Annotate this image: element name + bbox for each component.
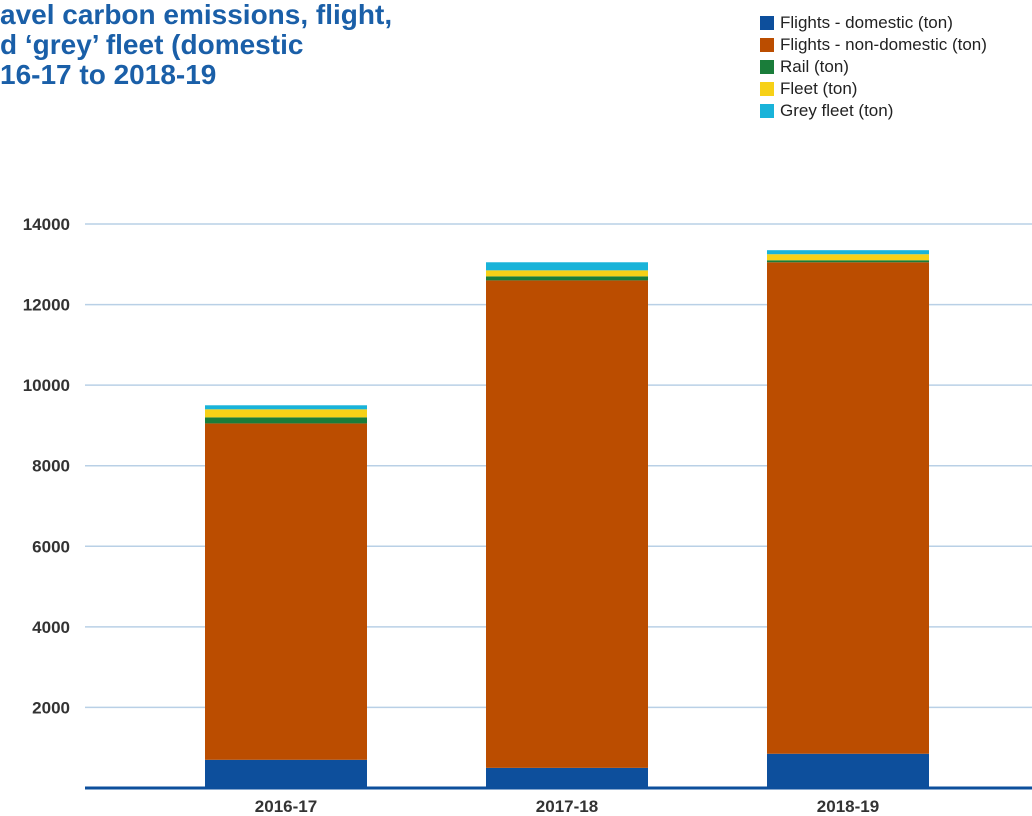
bar-segment (767, 260, 929, 263)
bar-segment (486, 262, 648, 271)
legend-swatch (760, 104, 774, 118)
legend-swatch (760, 82, 774, 96)
bar-segment (486, 767, 648, 788)
legend-swatch (760, 38, 774, 52)
chart-title: avel carbon emissions, flight, d ‘grey’ … (0, 0, 420, 90)
chart-legend: Flights - domestic (ton) Flights - non-do… (760, 12, 987, 122)
bar-segment (205, 417, 367, 424)
y-tick-label: 8000 (32, 457, 70, 476)
bar-segment (767, 262, 929, 754)
legend-item: Rail (ton) (760, 56, 987, 78)
legend-label: Flights - non-domestic (ton) (780, 35, 987, 54)
bar-segment (205, 409, 367, 418)
bar-segment (205, 405, 367, 410)
x-category-label: 2017-18 (536, 797, 598, 816)
x-category-label: 2018-19 (817, 797, 879, 816)
legend-label: Fleet (ton) (780, 79, 858, 98)
bar-segment (205, 423, 367, 760)
legend-swatch (760, 16, 774, 30)
legend-item: Flights - domestic (ton) (760, 12, 987, 34)
bar-segment (767, 753, 929, 788)
y-tick-label: 6000 (32, 537, 70, 556)
legend-swatch (760, 60, 774, 74)
y-tick-label: 12000 (23, 296, 70, 315)
y-tick-label: 2000 (32, 698, 70, 717)
legend-item: Fleet (ton) (760, 78, 987, 100)
legend-label: Flights - domestic (ton) (780, 13, 953, 32)
bar-segment (767, 250, 929, 255)
legend-item: Grey fleet (ton) (760, 100, 987, 122)
y-tick-label: 10000 (23, 376, 70, 395)
y-tick-label: 4000 (32, 618, 70, 637)
y-tick-label: 14000 (23, 215, 70, 234)
chart-title-line-3: 16-17 to 2018-19 (0, 60, 217, 90)
legend-label: Grey fleet (ton) (780, 101, 894, 120)
chart-title-line-1: avel carbon emissions, flight, (0, 0, 393, 30)
bar-segment (486, 280, 648, 768)
legend-item: Flights - non-domestic (ton) (760, 34, 987, 56)
x-category-label: 2016-17 (255, 797, 317, 816)
bar-segment (767, 254, 929, 261)
bar-segment (486, 276, 648, 281)
chart-title-line-2: d ‘grey’ fleet (domestic (0, 30, 304, 60)
bar-segment (205, 759, 367, 788)
legend-label: Rail (ton) (780, 57, 849, 76)
bar-segment (486, 270, 648, 277)
